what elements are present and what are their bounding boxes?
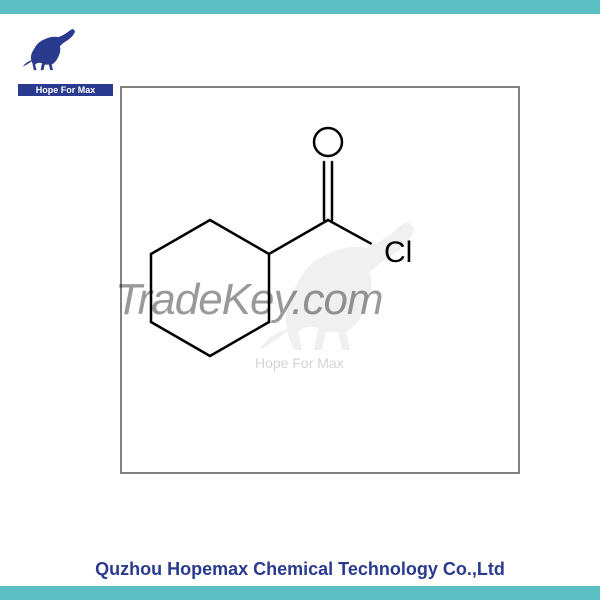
bottom-bar [0, 586, 600, 600]
top-bar [0, 0, 600, 14]
company-logo: Hope For Max [18, 22, 113, 102]
logo-text: Hope For Max [18, 84, 113, 96]
horse-icon [18, 22, 88, 77]
footer-company-name: Quzhou Hopemax Chemical Technology Co.,L… [0, 559, 600, 580]
molecule-diagram [120, 86, 520, 474]
chlorine-atom-label: Cl [384, 236, 412, 270]
